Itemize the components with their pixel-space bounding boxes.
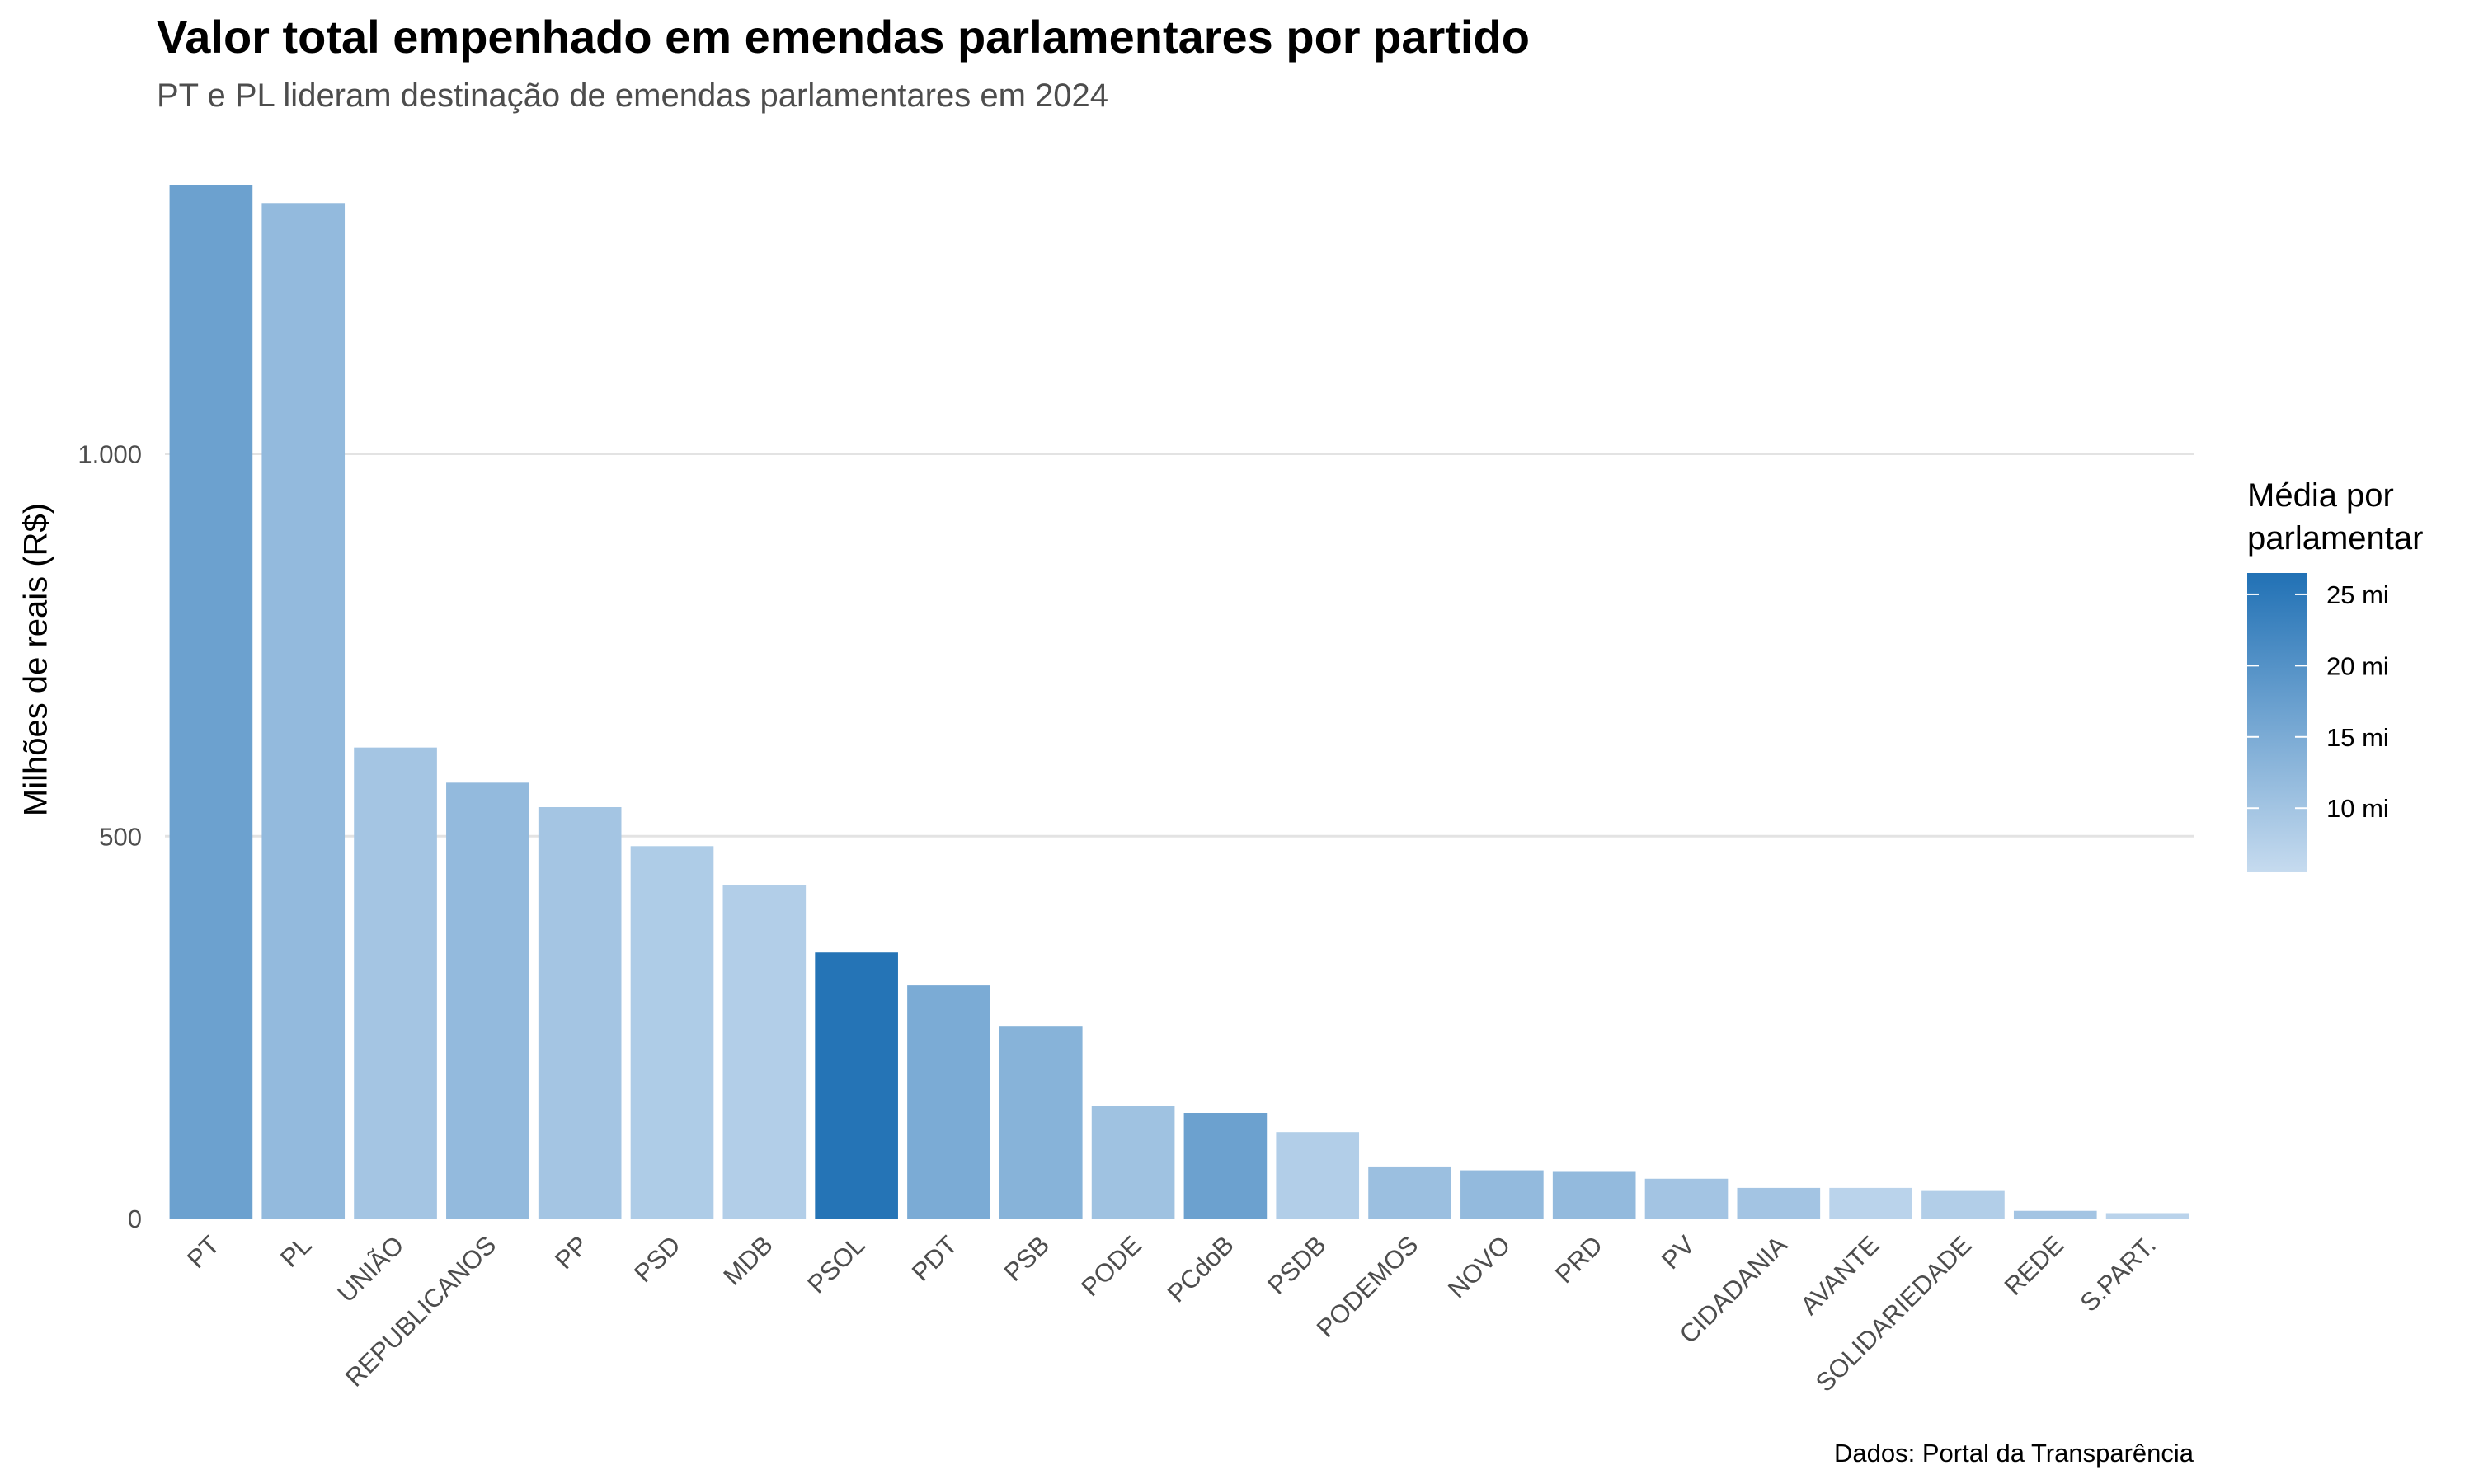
legend-tick-label: 15 mi [2326,723,2389,752]
y-tick-label: 500 [99,822,142,851]
y-tick-label: 0 [128,1205,142,1233]
x-tick-label: PRD [1550,1230,1608,1289]
x-tick-label: PODE [1075,1230,1147,1302]
legend-tick-label: 10 mi [2326,794,2389,823]
y-axis-ticks: 0 500 1.000 [78,440,142,1234]
legend-tick-label: 20 mi [2326,651,2389,680]
x-tick-label: PCdoB [1162,1230,1239,1308]
x-tick-label: REDE [1999,1230,2070,1301]
bars [169,185,2189,1219]
x-tick-label: SOLIDARIEDADE [1810,1230,1978,1397]
x-tick-label: S.PART. [2074,1230,2161,1317]
x-tick-label: PP [549,1230,594,1275]
bar-s-part- [2105,1213,2189,1219]
bar-prd [1552,1171,1636,1219]
x-tick-label: PDT [906,1230,963,1287]
x-tick-label: PSD [628,1230,686,1288]
bar-pdt [907,985,990,1219]
x-tick-label: UNIÃO [332,1230,409,1308]
bar-podemos [1368,1166,1451,1219]
x-tick-label: MDB [717,1230,778,1290]
bar-mdb [722,885,807,1219]
bar-psol [815,952,898,1219]
bar-psb [999,1026,1083,1219]
legend-title: Média por parlamentar [2247,477,2424,556]
x-tick-label: PL [275,1230,317,1273]
bar-pode [1091,1106,1175,1219]
bar-psdb [1276,1132,1360,1219]
chart-title: Valor total empenhado em emendas parlame… [157,11,1530,63]
x-tick-label: NOVO [1442,1230,1516,1303]
bar-pt [169,185,253,1219]
bar-uni-o [354,747,437,1219]
bar-republicanos [446,782,529,1219]
chart-caption: Dados: Portal da Transparência [1834,1439,2194,1468]
bar-rede [2013,1210,2097,1219]
x-tick-label: PSOL [802,1230,870,1298]
bar-cidadania [1737,1187,1821,1219]
bar-psd [630,846,714,1219]
color-legend: 10 mi 15 mi 20 mi 25 mi [2247,573,2389,872]
y-tick-label: 1.000 [78,440,142,469]
bar-solidariedade [1921,1190,2005,1219]
legend-tick-label: 25 mi [2326,580,2389,609]
bar-pl [261,203,346,1219]
x-tick-label: PSDB [1262,1230,1331,1299]
chart-subtitle: PT e PL lideram destinação de emendas pa… [157,77,1109,114]
x-tick-label: AVANTE [1794,1230,1884,1320]
bar-pp [538,807,622,1219]
x-tick-label: PSB [999,1230,1056,1287]
bar-avante [1829,1187,1912,1219]
bar-novo [1460,1170,1544,1219]
legend-colorbar [2247,573,2307,872]
bar-pv [1644,1178,1729,1219]
x-tick-label: PT [181,1230,225,1274]
x-tick-label: PV [1656,1230,1700,1275]
bar-pcdob [1183,1113,1268,1219]
gridlines [165,453,2194,838]
